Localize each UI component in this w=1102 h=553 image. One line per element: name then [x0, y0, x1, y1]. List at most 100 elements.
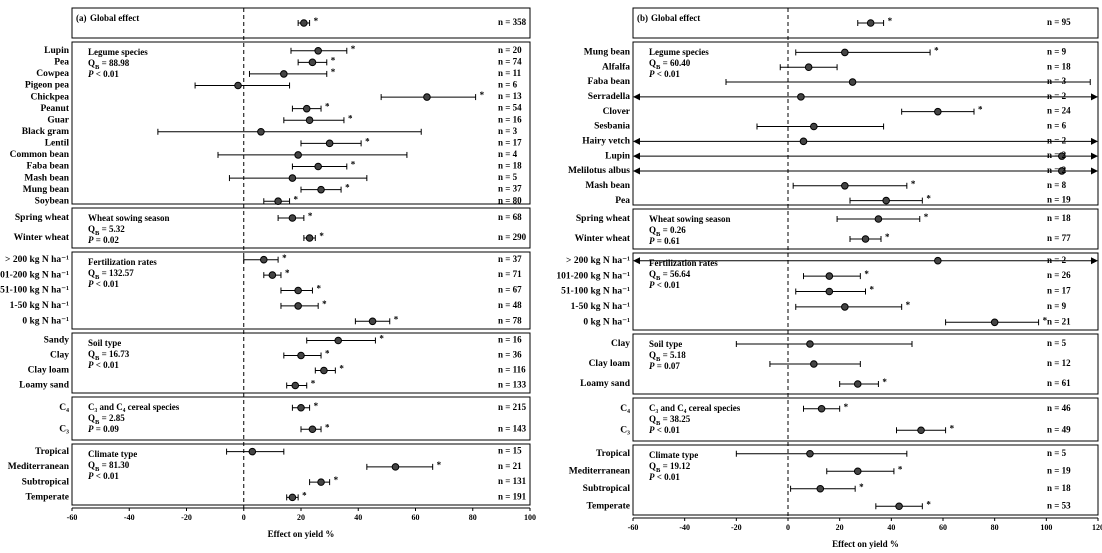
row-label: Soybean: [35, 196, 70, 206]
sample-size: n = 77: [1047, 233, 1071, 243]
effect-point: [391, 463, 400, 471]
significance-mark: *: [311, 379, 316, 389]
group-p-value: P < 0.01: [88, 69, 119, 79]
row-label: Mash bean: [24, 173, 69, 183]
group-box: [632, 252, 1099, 331]
group-p-value: P = 0.02: [88, 235, 119, 245]
sample-size: n = 2: [1047, 135, 1067, 145]
row-label: Cowpea: [36, 69, 69, 79]
effect-point: [288, 214, 297, 222]
significance-mark: *: [1043, 315, 1048, 325]
sample-size: n = 61: [1047, 378, 1071, 388]
significance-mark: *: [325, 349, 330, 359]
group-title: Global effect: [90, 13, 139, 23]
arrow-head: [633, 152, 640, 160]
group-title: Wheat sowing season: [649, 214, 731, 224]
effect-point: [861, 235, 870, 243]
x-tick-label: 120: [1092, 523, 1102, 532]
arrow-head: [1091, 167, 1098, 175]
row-label: 101-200 kg N ha⁻¹: [556, 271, 630, 281]
sample-size: n = 37: [498, 184, 522, 194]
effect-point: [810, 122, 818, 131]
row-label: Spring wheat: [576, 214, 631, 224]
sample-size: n = 21: [498, 461, 522, 471]
sample-size: n = 18: [1047, 213, 1071, 223]
row-label: Mung bean: [584, 48, 631, 58]
significance-mark: *: [911, 179, 916, 189]
group-q-stat: QB = 5.18: [649, 350, 686, 363]
effect-point: [895, 502, 903, 511]
effect-point: [853, 467, 862, 476]
row-label: Temperate: [587, 501, 630, 511]
sample-size: n = 12: [1047, 358, 1071, 368]
sample-size: n = 5: [1047, 338, 1067, 348]
arrow-head: [1091, 257, 1098, 265]
group-p-value: P < 0.01: [649, 425, 680, 435]
significance-mark: *: [345, 183, 350, 193]
effect-point: [257, 127, 265, 136]
significance-mark: *: [924, 212, 929, 222]
effect-point: [934, 107, 942, 116]
row-label: C₃: [59, 424, 69, 434]
group-box: [632, 444, 1099, 516]
x-axis-label: Effect on yield %: [832, 539, 899, 549]
group-q-stat: QB = 2.85: [88, 413, 125, 426]
sample-size: n = 68: [498, 212, 522, 222]
sample-size: n = 26: [1047, 270, 1071, 280]
significance-mark: *: [308, 211, 313, 221]
arrow-head: [633, 167, 640, 175]
row-label: Loamy sand: [580, 379, 631, 389]
row-label: Tropical: [35, 447, 69, 457]
group-q-stat: QB = 56.64: [649, 269, 691, 282]
effect-point: [423, 93, 431, 101]
group-title: Global effect: [651, 13, 700, 23]
group-p-value: P = 0.09: [88, 424, 119, 434]
sample-size: n = 19: [1047, 465, 1071, 475]
significance-mark: *: [926, 194, 931, 204]
effect-point: [320, 366, 328, 375]
x-tick-label: 0: [242, 513, 246, 522]
sample-size: n = 74: [498, 56, 522, 66]
group-title: Fertilization rates: [88, 257, 157, 267]
effect-point: [305, 234, 314, 242]
panel-label: (b): [637, 13, 648, 23]
effect-point: [291, 381, 300, 390]
sample-size: n = 9: [1047, 301, 1067, 311]
sample-size: n = 215: [498, 402, 527, 412]
sample-size: n = 53: [1047, 500, 1071, 510]
significance-mark: *: [978, 105, 983, 115]
effect-point: [297, 403, 305, 412]
significance-mark: *: [888, 16, 893, 26]
effect-point: [804, 63, 813, 72]
effect-point: [990, 318, 999, 327]
significance-mark: *: [316, 284, 321, 294]
significance-mark: *: [319, 231, 324, 241]
sample-size: n = 9: [1047, 46, 1067, 56]
sample-size: n = 2: [1047, 150, 1067, 160]
effect-point: [874, 215, 883, 223]
group-box: [632, 41, 1099, 206]
row-label: > 200 kg N ha⁻¹: [5, 255, 69, 265]
row-label: 51-100 kg N ha⁻¹: [0, 286, 69, 296]
significance-mark: *: [950, 423, 955, 433]
group-title: Soil type: [649, 339, 682, 349]
effect-point: [234, 81, 242, 90]
x-tick-label: 0: [786, 523, 790, 532]
x-tick-label: 60: [939, 523, 947, 532]
significance-mark: *: [294, 194, 299, 204]
significance-mark: *: [351, 160, 356, 170]
row-label: Lentil: [45, 139, 70, 149]
effect-point: [368, 317, 377, 326]
effect-point: [294, 302, 302, 310]
group-q-stat: QB = 88.98: [88, 58, 130, 71]
significance-mark: *: [348, 113, 353, 123]
sample-size: n = 78: [498, 315, 522, 325]
row-label: C₄: [59, 403, 69, 413]
arrow-head: [633, 137, 640, 145]
group-p-value: P = 0.07: [649, 361, 680, 371]
effect-point: [268, 271, 277, 279]
x-tick-label: -20: [181, 513, 192, 522]
effect-point: [314, 46, 322, 55]
sample-size: n = 36: [498, 350, 522, 360]
arrow-head: [1091, 93, 1098, 101]
